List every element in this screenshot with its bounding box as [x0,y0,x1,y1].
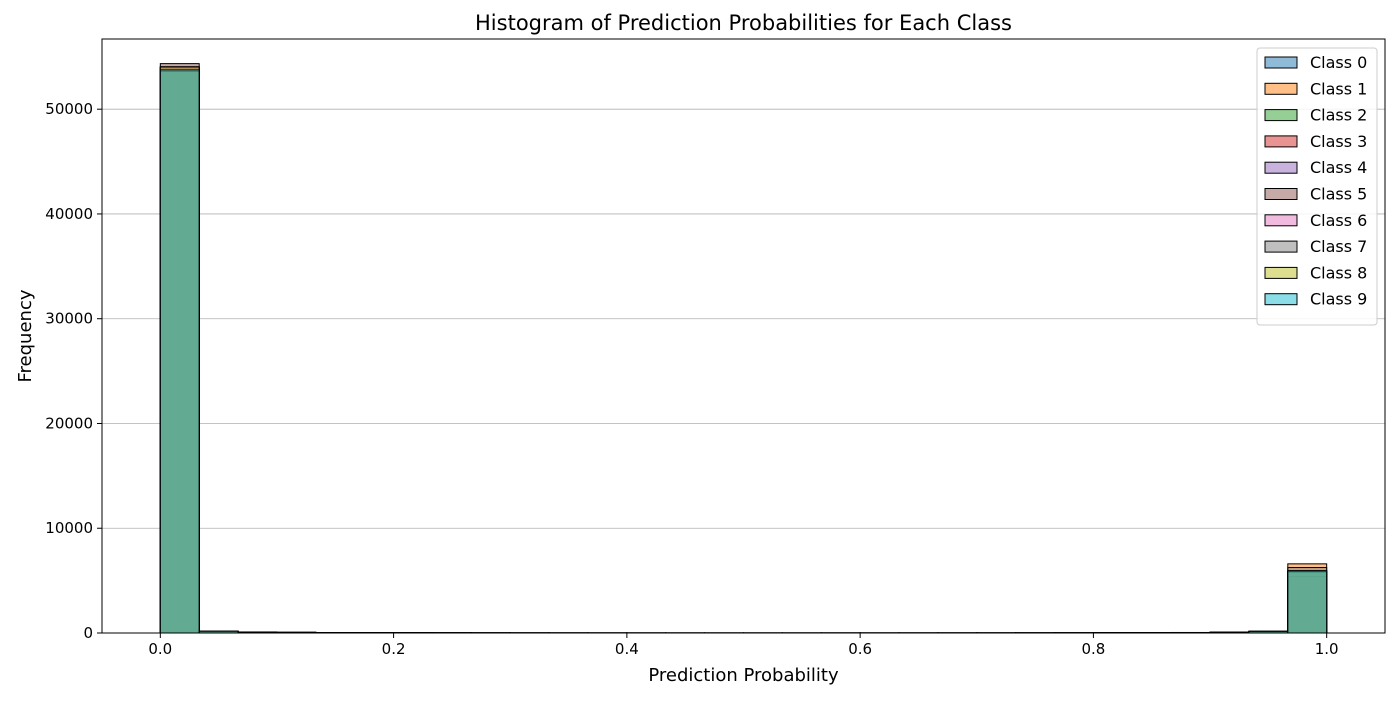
legend-swatch-8 [1265,267,1297,278]
legend-swatch-9 [1265,294,1297,305]
legend-label-8: Class 8 [1310,263,1367,282]
x-tick-label-0: 0.0 [148,640,172,658]
legend: Class 0 Class 1 Class 2 Class 3 Class 4 Class… [1257,48,1377,325]
legend-swatch-7 [1265,241,1297,252]
legend-label-2: Class 2 [1310,106,1367,125]
legend-label-3: Class 3 [1310,132,1367,151]
y-tick-label-2: 20000 [45,414,93,432]
bar-series-9-bin-0 [160,70,199,633]
y-tick-label-5: 50000 [45,100,93,118]
y-tick-label-0: 0 [83,624,93,642]
legend-label-6: Class 6 [1310,211,1367,230]
legend-swatch-0 [1265,57,1297,68]
legend-label-7: Class 7 [1310,237,1367,256]
bar-series-9-bin-29 [1288,571,1327,633]
x-axis-title: Prediction Probability [648,665,839,686]
legend-label-1: Class 1 [1310,79,1367,98]
legend-swatch-2 [1265,110,1297,121]
chart-title: Histogram of Prediction Probabilities fo… [475,11,1012,35]
x-tick-label-5: 1.0 [1315,640,1339,658]
legend-swatch-3 [1265,136,1297,147]
legend-label-0: Class 0 [1310,53,1367,72]
legend-swatch-4 [1265,162,1297,173]
y-tick-label-4: 40000 [45,205,93,223]
legend-label-5: Class 5 [1310,185,1367,204]
y-tick-label-3: 30000 [45,310,93,328]
legend-swatch-5 [1265,189,1297,200]
legend-swatch-6 [1265,215,1297,226]
y-axis-title: Frequency [15,289,36,382]
x-tick-label-2: 0.4 [615,640,639,658]
x-tick-label-1: 0.2 [382,640,406,658]
y-tick-label-1: 10000 [45,519,93,537]
legend-swatch-1 [1265,83,1297,94]
legend-label-4: Class 4 [1310,158,1367,177]
x-tick-label-4: 0.8 [1081,640,1105,658]
x-tick-label-3: 0.6 [848,640,872,658]
legend-label-9: Class 9 [1310,290,1367,309]
